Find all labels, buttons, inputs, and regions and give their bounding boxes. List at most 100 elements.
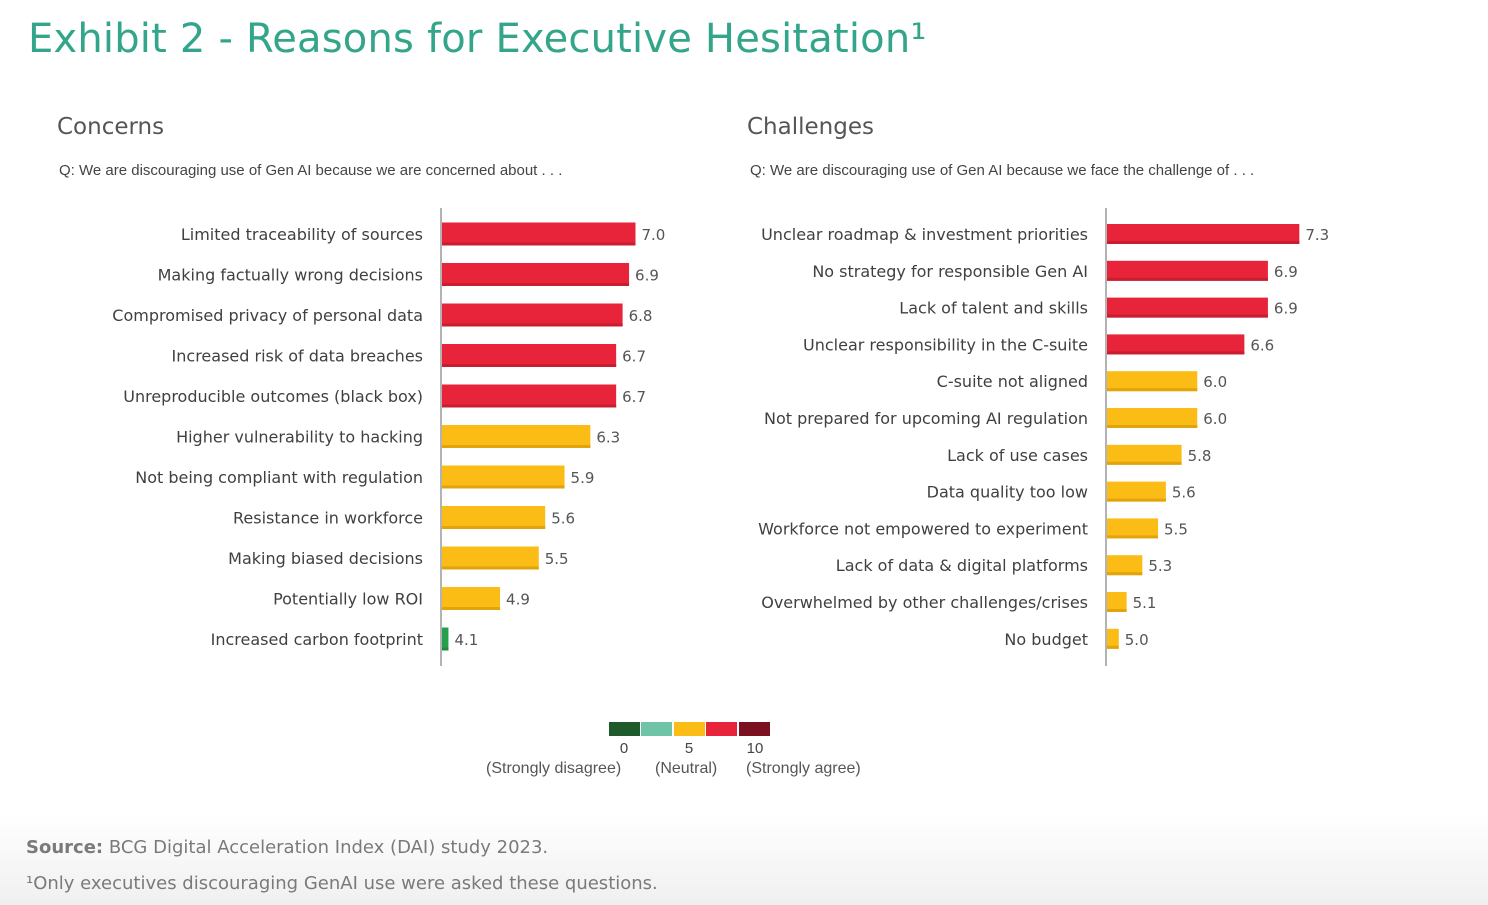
category-label: Lack of use cases (947, 446, 1088, 465)
bar-shadow (1107, 388, 1198, 392)
value-label: 6.3 (596, 429, 620, 447)
value-label: 5.5 (545, 550, 569, 568)
concerns-panel-title: Concerns (57, 114, 165, 140)
challenges-question: Q: We are discouraging use of Gen AI bec… (750, 162, 1255, 179)
bar (1107, 555, 1143, 576)
value-label: 4.9 (506, 591, 530, 609)
bar-shadow (442, 323, 623, 327)
category-label: Increased risk of data breaches (172, 347, 423, 366)
category-label: Higher vulnerability to hacking (176, 428, 423, 447)
bar-shadow (442, 242, 636, 246)
bar-shadow (1107, 277, 1268, 281)
bar-shadow (442, 485, 565, 489)
bar (1107, 592, 1127, 612)
category-label: Making factually wrong decisions (158, 266, 423, 285)
bar (1107, 518, 1159, 539)
bar-shadow (442, 566, 539, 570)
bar (442, 425, 591, 448)
footnote: ¹Only executives discouraging GenAI use … (26, 873, 658, 894)
challenges-chart: Unclear roadmap & investment priorities 7… (758, 208, 1329, 666)
bar-shadow (442, 647, 449, 651)
bar-shadow (1107, 314, 1268, 318)
bar (442, 465, 565, 489)
bar (1107, 224, 1300, 244)
bar (1107, 444, 1182, 465)
bar (442, 344, 617, 367)
bar-shadow (442, 445, 591, 448)
value-label: 6.7 (622, 388, 646, 406)
value-label: 6.9 (1274, 263, 1298, 281)
bar-shadow (1107, 351, 1245, 355)
bar (1107, 371, 1198, 392)
bar-shadow (1107, 461, 1182, 465)
bar (442, 587, 501, 610)
bar-shadow (442, 526, 546, 529)
value-label: 5.8 (1188, 447, 1212, 465)
category-label: Workforce not empowered to experiment (758, 519, 1088, 538)
legend-swatch-strongly-agree (739, 722, 770, 736)
bar-shadow (1107, 609, 1127, 612)
category-label: Potentially low ROI (273, 590, 423, 609)
source-label: Source: (26, 837, 104, 858)
bar (442, 546, 539, 570)
legend-tick-10: 10 (746, 740, 764, 757)
legend-tick-5: 5 (684, 740, 694, 757)
legend-desc-strongly-agree: (Strongly agree) (746, 760, 861, 777)
value-label: 6.6 (1250, 336, 1274, 354)
bar (442, 303, 623, 327)
bar-shadow (1107, 572, 1143, 576)
category-label: Increased carbon footprint (211, 630, 423, 649)
category-label: Lack of data & digital platforms (836, 556, 1088, 575)
value-label: 6.9 (635, 267, 659, 285)
legend-desc-neutral: (Neutral) (655, 760, 718, 777)
category-label: Not prepared for upcoming AI regulation (764, 409, 1088, 428)
bar (1107, 334, 1245, 355)
bar-shadow (1107, 241, 1300, 244)
bar (442, 506, 546, 529)
value-label: 5.0 (1125, 631, 1149, 649)
bar-shadow (1107, 645, 1119, 649)
challenges-panel-title: Challenges (747, 114, 874, 140)
legend-swatch-agree (706, 722, 737, 736)
value-label: 5.3 (1148, 557, 1172, 575)
bar (442, 627, 449, 651)
value-label: 6.9 (1274, 300, 1298, 318)
value-label: 4.1 (454, 631, 478, 649)
category-label: Compromised privacy of personal data (112, 306, 423, 325)
bar (1107, 481, 1166, 502)
category-label: No budget (1004, 630, 1088, 649)
category-label: No strategy for responsible Gen AI (812, 262, 1088, 281)
bar (442, 263, 630, 286)
value-label: 5.6 (551, 510, 575, 528)
value-label: 5.9 (571, 469, 595, 487)
category-label: Overwhelmed by other challenges/crises (761, 593, 1088, 612)
category-label: Data quality too low (927, 483, 1088, 502)
value-label: 7.0 (642, 226, 666, 244)
bar-shadow (442, 404, 617, 408)
value-label: 5.5 (1164, 520, 1188, 538)
value-label: 6.8 (629, 307, 653, 325)
bar-shadow (442, 364, 617, 367)
bar (1107, 408, 1198, 428)
bar (1107, 628, 1119, 649)
value-label: 6.7 (622, 348, 646, 366)
scale-legend: 0 5 10 (Strongly disagree) (Neutral) (St… (480, 722, 900, 782)
value-label: 7.3 (1305, 226, 1329, 244)
legend-tick-0: 0 (619, 740, 629, 757)
value-label: 6.0 (1203, 373, 1227, 391)
bar-shadow (1107, 425, 1198, 428)
value-label: 5.6 (1172, 484, 1196, 502)
concerns-chart: Limited traceability of sources 7.0 Making… (112, 208, 665, 666)
bar-shadow (442, 283, 630, 286)
source-text: BCG Digital Acceleration Index (DAI) stu… (103, 837, 549, 858)
category-label: Making biased decisions (228, 549, 423, 568)
category-label: Lack of talent and skills (899, 299, 1088, 318)
category-label: Unclear roadmap & investment priorities (761, 225, 1088, 244)
bar (442, 222, 636, 246)
category-label: Not being compliant with regulation (135, 468, 423, 487)
value-label: 5.1 (1133, 594, 1157, 612)
bar (442, 384, 617, 408)
category-label: C-suite not aligned (937, 372, 1088, 391)
legend-desc-strongly-disagree: (Strongly disagree) (486, 760, 622, 777)
